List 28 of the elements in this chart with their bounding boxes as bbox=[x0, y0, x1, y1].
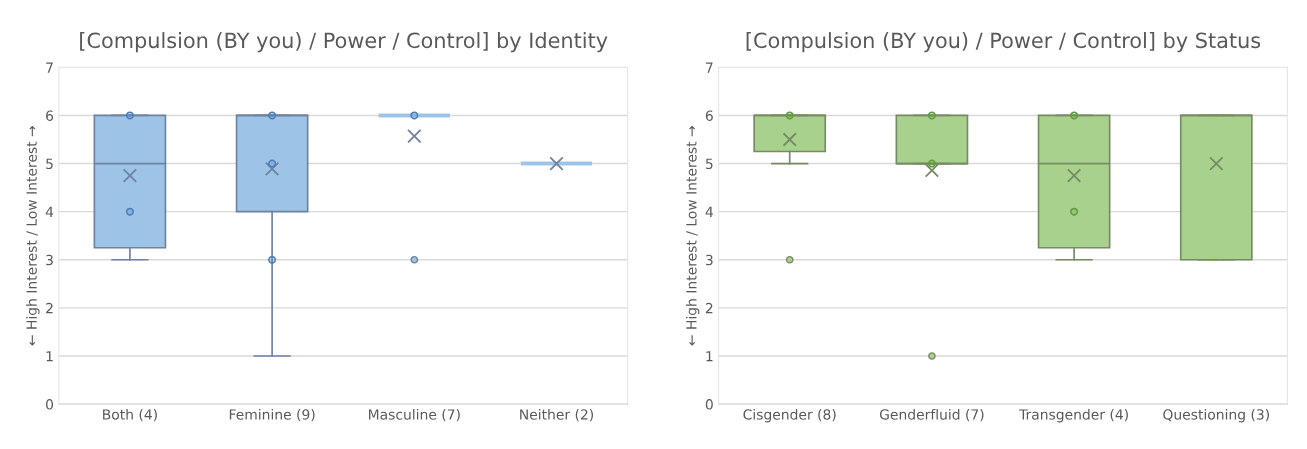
y-axis-title: ← High Interest / Low Interest → bbox=[685, 126, 700, 346]
x-tick-label: Genderfluid (7) bbox=[879, 408, 984, 422]
chart-title: [Compulsion (BY you) / Power / Control] by Identity bbox=[80, 32, 608, 53]
y-tick-label: 0 bbox=[46, 399, 54, 410]
x-tick-label: Questioning (3) bbox=[1163, 408, 1269, 423]
y-tick-label: 3 bbox=[46, 254, 53, 266]
chart-title: [Compulsion (BY you) / Power / Control] by Status bbox=[746, 32, 1261, 53]
x-tick-label: Masculine (7) bbox=[369, 408, 460, 422]
y-tick-label: 7 bbox=[706, 62, 713, 73]
y-axis-title: ← High Interest / Low Interest → bbox=[26, 126, 40, 346]
y-tick-label: 4 bbox=[705, 206, 713, 217]
y-tick-label: 1 bbox=[706, 351, 713, 362]
x-tick-label: Neither (2) bbox=[520, 408, 593, 422]
y-tick-label: 5 bbox=[705, 158, 713, 170]
y-tick-label: 6 bbox=[46, 110, 54, 121]
y-tick-label: 2 bbox=[46, 302, 53, 314]
y-tick-label: 6 bbox=[705, 110, 713, 121]
y-tick-label: 3 bbox=[705, 254, 713, 266]
y-tick-label: 1 bbox=[46, 351, 53, 362]
x-tick-label: Cisgender (8) bbox=[743, 408, 836, 423]
x-tick-label: Feminine (9) bbox=[229, 408, 315, 422]
y-tick-label: 5 bbox=[46, 158, 53, 170]
y-tick-label: 0 bbox=[705, 399, 713, 410]
y-tick-label: 2 bbox=[705, 302, 713, 314]
x-tick-label: Both (4) bbox=[103, 408, 157, 422]
y-tick-label: 4 bbox=[45, 206, 54, 217]
x-tick-label: Transgender (4) bbox=[1019, 408, 1128, 423]
y-tick-label: 7 bbox=[46, 62, 53, 73]
